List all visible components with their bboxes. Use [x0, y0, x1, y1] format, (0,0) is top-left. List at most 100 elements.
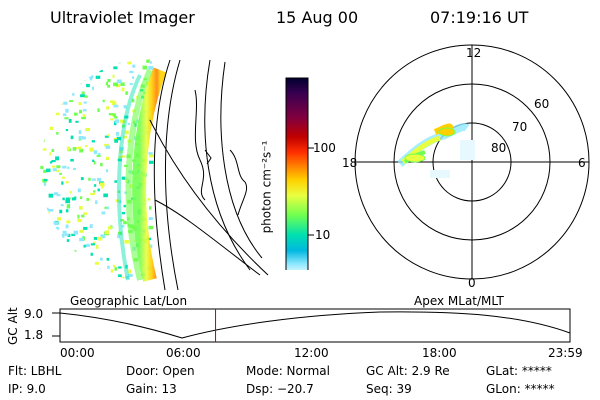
speckle-pixel [68, 119, 72, 123]
speckle-pixel [95, 244, 99, 249]
speckle-pixel [42, 148, 47, 151]
speckle-pixel [69, 191, 72, 194]
speckle-pixel [117, 234, 120, 239]
speckle-pixel [75, 264, 78, 267]
speckle-pixel [83, 226, 88, 230]
polar-mlat-80: 80 [491, 141, 507, 155]
speckle-pixel [99, 276, 102, 280]
speckle-pixel [56, 255, 59, 259]
speckle-pixel [56, 276, 59, 281]
speckle-pixel [63, 101, 68, 105]
speckle-pixel [125, 264, 128, 269]
auroral-oval-emission [397, 123, 475, 178]
timeline-xtick-3: 18:00 [422, 346, 457, 360]
speckle-pixel [79, 237, 84, 242]
speckle-pixel [123, 135, 127, 139]
speckle-pixel [57, 91, 61, 95]
speckle-pixel [110, 118, 114, 121]
speckle-pixel [43, 108, 49, 111]
speckle-pixel [104, 230, 109, 235]
speckle-pixel [83, 101, 87, 104]
speckle-pixel [90, 252, 93, 256]
speckle-pixel [41, 87, 45, 91]
speckle-pixel [61, 234, 65, 238]
speckle-pixel [108, 113, 114, 116]
speckle-pixel [149, 244, 153, 248]
seq-value: Seq: 39 [366, 382, 412, 396]
speckle-pixel [116, 84, 121, 88]
speckle-pixel [45, 230, 49, 233]
speckle-pixel [66, 204, 70, 209]
timeline-plot [52, 308, 571, 343]
speckle-pixel [73, 230, 79, 235]
speckle-pixel [97, 188, 100, 192]
speckle-pixel [110, 269, 114, 273]
geographic-grid-lines [149, 59, 269, 291]
speckle-pixel [78, 63, 84, 66]
speckle-pixel [147, 198, 151, 201]
speckle-pixel [51, 276, 56, 279]
speckle-pixel [121, 225, 125, 228]
speckle-pixel [125, 275, 130, 279]
speckle-pixel [106, 206, 109, 210]
speckle-pixel [88, 177, 91, 181]
speckle-pixel [83, 244, 86, 248]
speckle-pixel [79, 109, 82, 114]
speckle-pixel [91, 178, 96, 181]
speckle-pixel [40, 165, 44, 170]
speckle-pixel [79, 206, 83, 210]
speckle-pixel [60, 246, 63, 251]
speckle-pixel [53, 236, 59, 239]
speckle-pixel [96, 65, 100, 69]
speckle-pixel [78, 130, 82, 134]
speckle-pixel [73, 167, 76, 170]
dsp-value: Dsp: −20.7 [246, 382, 314, 396]
speckle-pixel [48, 209, 54, 212]
observation-date: 15 Aug 00 [276, 8, 359, 27]
speckle-pixel [66, 146, 70, 151]
speckle-pixel [48, 193, 54, 198]
speckle-pixel [83, 136, 87, 140]
speckle-pixel [65, 244, 68, 247]
gain-value: Gain: 13 [126, 382, 177, 396]
speckle-pixel [55, 156, 59, 161]
speckle-pixel [58, 58, 62, 61]
speckle-pixel [60, 249, 65, 253]
speckle-pixel [117, 61, 121, 64]
speckle-pixel [73, 72, 77, 76]
speckle-pixel [69, 279, 73, 282]
speckle-pixel [56, 165, 61, 169]
speckle-pixel [49, 73, 52, 76]
speckle-pixel [129, 83, 133, 86]
speckle-pixel [75, 120, 79, 123]
speckle-pixel [55, 94, 58, 98]
speckle-pixel [93, 60, 96, 64]
speckle-pixel [62, 197, 65, 201]
speckle-pixel [100, 257, 103, 261]
speckle-pixel [47, 280, 50, 282]
speckle-pixel [69, 100, 73, 103]
speckle-pixel [121, 212, 125, 215]
speckle-pixel [107, 134, 110, 137]
speckle-pixel [90, 192, 95, 196]
door-value: Door: Open [126, 364, 195, 378]
speckle-pixel [53, 97, 58, 101]
speckle-pixel [128, 273, 133, 277]
speckle-pixel [80, 177, 84, 181]
speckle-pixel [46, 168, 51, 173]
speckle-pixel [114, 180, 118, 183]
timeline-xtick-0: 00:00 [60, 346, 95, 360]
speckle-pixel [118, 199, 122, 204]
speckle-pixel [121, 87, 125, 92]
speckle-pixel [112, 101, 117, 106]
instrument-title: Ultraviolet Imager [50, 8, 195, 27]
speckle-pixel [94, 261, 99, 265]
speckle-pixel [128, 269, 132, 274]
speckle-pixel [93, 237, 98, 240]
speckle-pixel [98, 236, 103, 241]
speckle-pixel [65, 108, 69, 113]
speckle-pixel [126, 281, 129, 282]
speckle-pixel [77, 81, 82, 84]
speckle-pixel [118, 274, 122, 278]
speckle-pixel [65, 59, 70, 63]
